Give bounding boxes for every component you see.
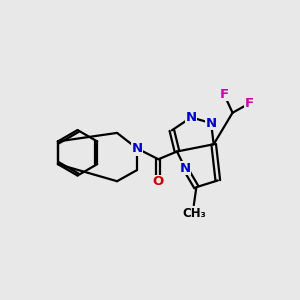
Text: N: N (186, 111, 197, 124)
Text: N: N (131, 142, 142, 155)
Text: O: O (153, 176, 164, 188)
Text: N: N (206, 117, 217, 130)
Text: F: F (244, 97, 254, 110)
Text: N: N (180, 162, 191, 175)
Text: CH₃: CH₃ (182, 206, 206, 220)
Text: F: F (220, 88, 229, 101)
